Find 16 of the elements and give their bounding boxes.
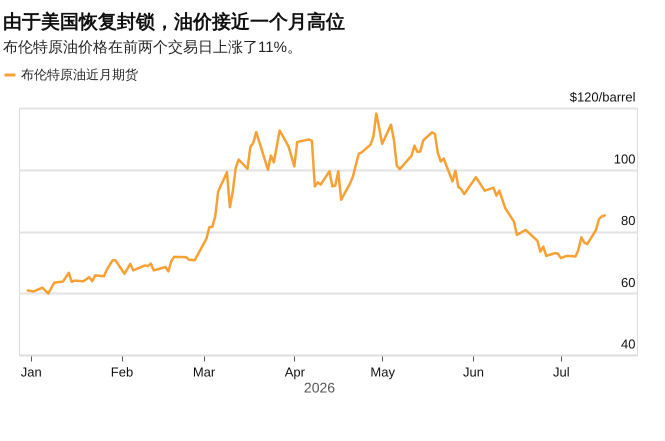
y-tick-label: 100 xyxy=(614,151,636,166)
y-tick-label: 80 xyxy=(621,213,636,228)
y-tick-label: 60 xyxy=(621,274,636,290)
x-tick-label: Apr xyxy=(284,364,306,380)
chart-title: 由于美国恢复封锁，油价接近一个月高位 xyxy=(3,11,345,33)
chart-subtitle: 布伦特原油价格在前两个交易日上涨了11%。 xyxy=(3,39,302,56)
x-tick-label: May xyxy=(370,364,396,380)
y-tick-label: $120/barrel xyxy=(570,90,636,104)
legend-label: 布伦特原油近月期货 xyxy=(21,67,138,82)
x-tick-label: Feb xyxy=(110,364,134,380)
x-axis-title: 2026 xyxy=(304,380,336,396)
x-tick-label: Mar xyxy=(192,364,216,380)
y-tick-label: 40 xyxy=(621,336,636,352)
x-tick-label: Jul xyxy=(553,364,570,380)
x-tick-label: Jun xyxy=(462,364,484,380)
x-tick-label: Jan xyxy=(20,364,42,380)
